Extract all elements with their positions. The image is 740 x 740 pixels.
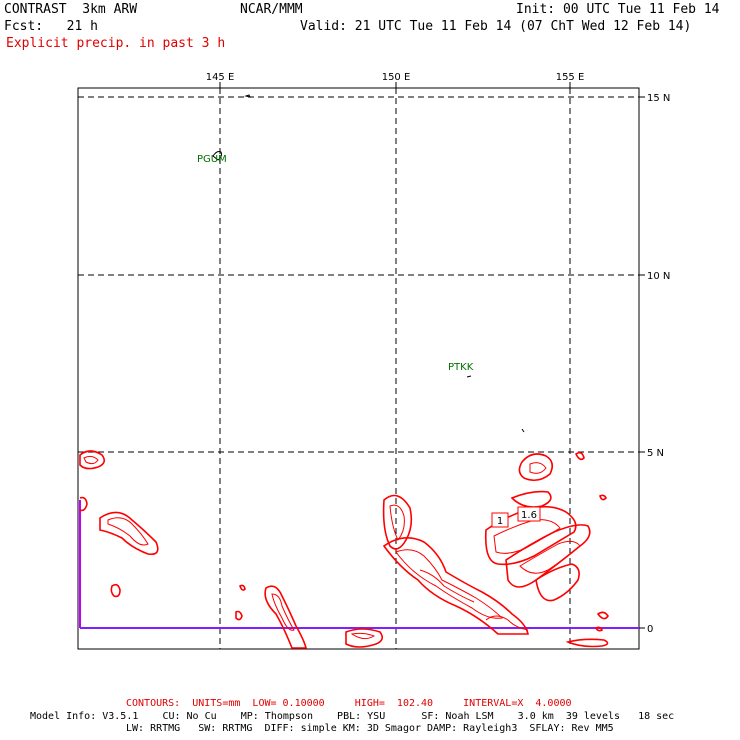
contour-labels: 1 1.6 [491,506,541,528]
model-info-line-1: Model Info: V3.5.1 CU: No Cu MP: Thompso… [30,711,675,722]
model-title: CONTRAST 3km ARW [4,2,138,17]
lat-label-5n: 5 N [647,448,664,459]
contour-label-1: 1 [497,516,503,527]
org-label: NCAR/MMM [240,2,303,17]
lon-label-145e: 145 E [206,72,235,83]
contour-info: CONTOURS: UNITS=mm LOW= 0.10000 HIGH= 10… [126,698,572,709]
forecast-hour: Fcst: 21 h [4,19,98,34]
field-title: Explicit precip. in past 3 h [6,36,226,51]
lat-label-15n: 15 N [647,93,670,104]
lat-label-0: 0 [647,624,653,635]
lat-label-10n: 10 N [647,271,670,282]
map-frame [77,87,640,650]
equator-line [79,500,639,629]
lon-label-150e: 150 E [382,72,411,83]
station-pgum: PGUM [197,154,227,165]
precip-contours [79,450,609,649]
station-ptkk: PTKK [448,362,474,373]
model-info-line-2: LW: RRTMG SW: RRTMG DIFF: simple KM: 3D … [126,723,614,734]
lat-lon-grid [78,88,639,649]
init-time: Init: 00 UTC Tue 11 Feb 14 [516,2,720,17]
coastlines [212,94,525,433]
tick-marks [219,82,645,629]
valid-time: Valid: 21 UTC Tue 11 Feb 14 (07 ChT Wed … [300,19,692,34]
contour-label-1-6: 1.6 [521,510,537,521]
lon-label-155e: 155 E [556,72,585,83]
